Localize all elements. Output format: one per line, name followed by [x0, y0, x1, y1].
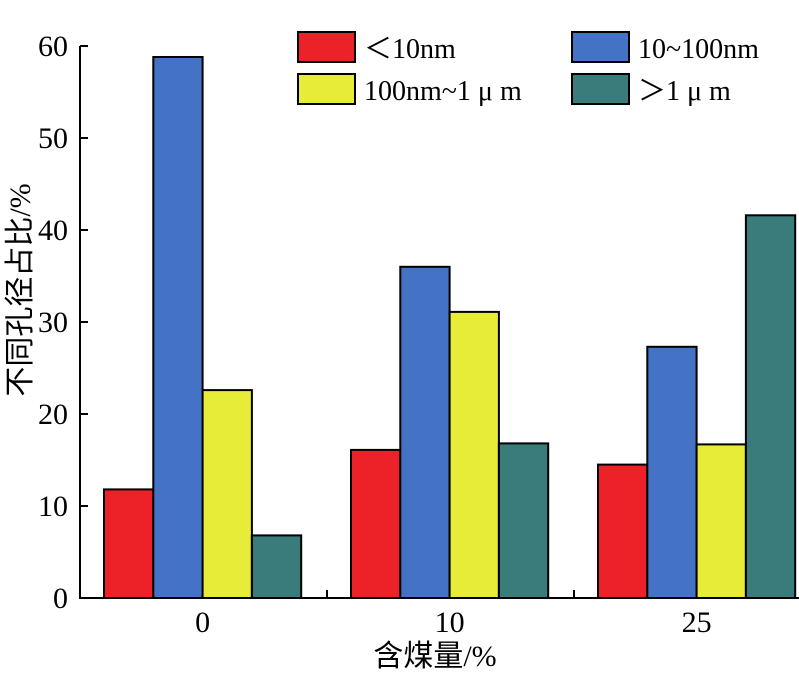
- y-tick-label-1: 10: [38, 490, 68, 523]
- legend-label-3: ＞1 μ m: [638, 76, 731, 107]
- bar-series0-category0: [103, 488, 155, 599]
- bar-series1-category0: [152, 56, 204, 599]
- legend-label-1: 10~100nm: [638, 34, 759, 65]
- legend-swatch-2: [297, 73, 356, 105]
- x-axis-title: 含煤量/%: [373, 640, 496, 673]
- legend-swatch-1: [571, 31, 630, 63]
- bar-series2-category0: [201, 389, 253, 599]
- bars-layer: [103, 56, 797, 600]
- y-tick-label-0: 0: [53, 582, 68, 615]
- legend-label-2: 100nm~1 μ m: [364, 76, 522, 107]
- ticks-layer: 0 10 20 30 40 50 60 0 10 25: [38, 30, 712, 639]
- x-tick-label-0: 0: [195, 606, 210, 639]
- legend: ＜10nm 10~100nm 100nm~1 μ m ＞1 μ m: [297, 31, 759, 107]
- bar-series3-category2: [744, 214, 797, 600]
- y-tick-label-6: 60: [38, 30, 68, 63]
- bar-series0-category2: [597, 463, 649, 599]
- bar-series2-category2: [695, 443, 747, 599]
- legend-label-0: ＜10nm: [364, 34, 456, 65]
- bar-series1-category1: [399, 265, 451, 599]
- y-tick-label-4: 40: [38, 214, 68, 247]
- y-tick-label-2: 20: [38, 398, 68, 431]
- y-tick-label-3: 30: [38, 306, 68, 339]
- y-axis-title: 不同孔径占比/%: [4, 183, 37, 396]
- y-tick-label-5: 50: [38, 122, 68, 155]
- legend-swatch-0: [297, 31, 356, 63]
- x-tick-label-2: 25: [682, 606, 712, 639]
- x-tick-label-1: 10: [435, 606, 465, 639]
- legend-swatch-3: [571, 73, 630, 105]
- bar-series3-category1: [497, 442, 550, 599]
- bar-series1-category2: [646, 345, 698, 599]
- bar-series3-category0: [250, 534, 303, 600]
- bar-series0-category1: [350, 448, 402, 599]
- bar-series2-category1: [448, 310, 500, 599]
